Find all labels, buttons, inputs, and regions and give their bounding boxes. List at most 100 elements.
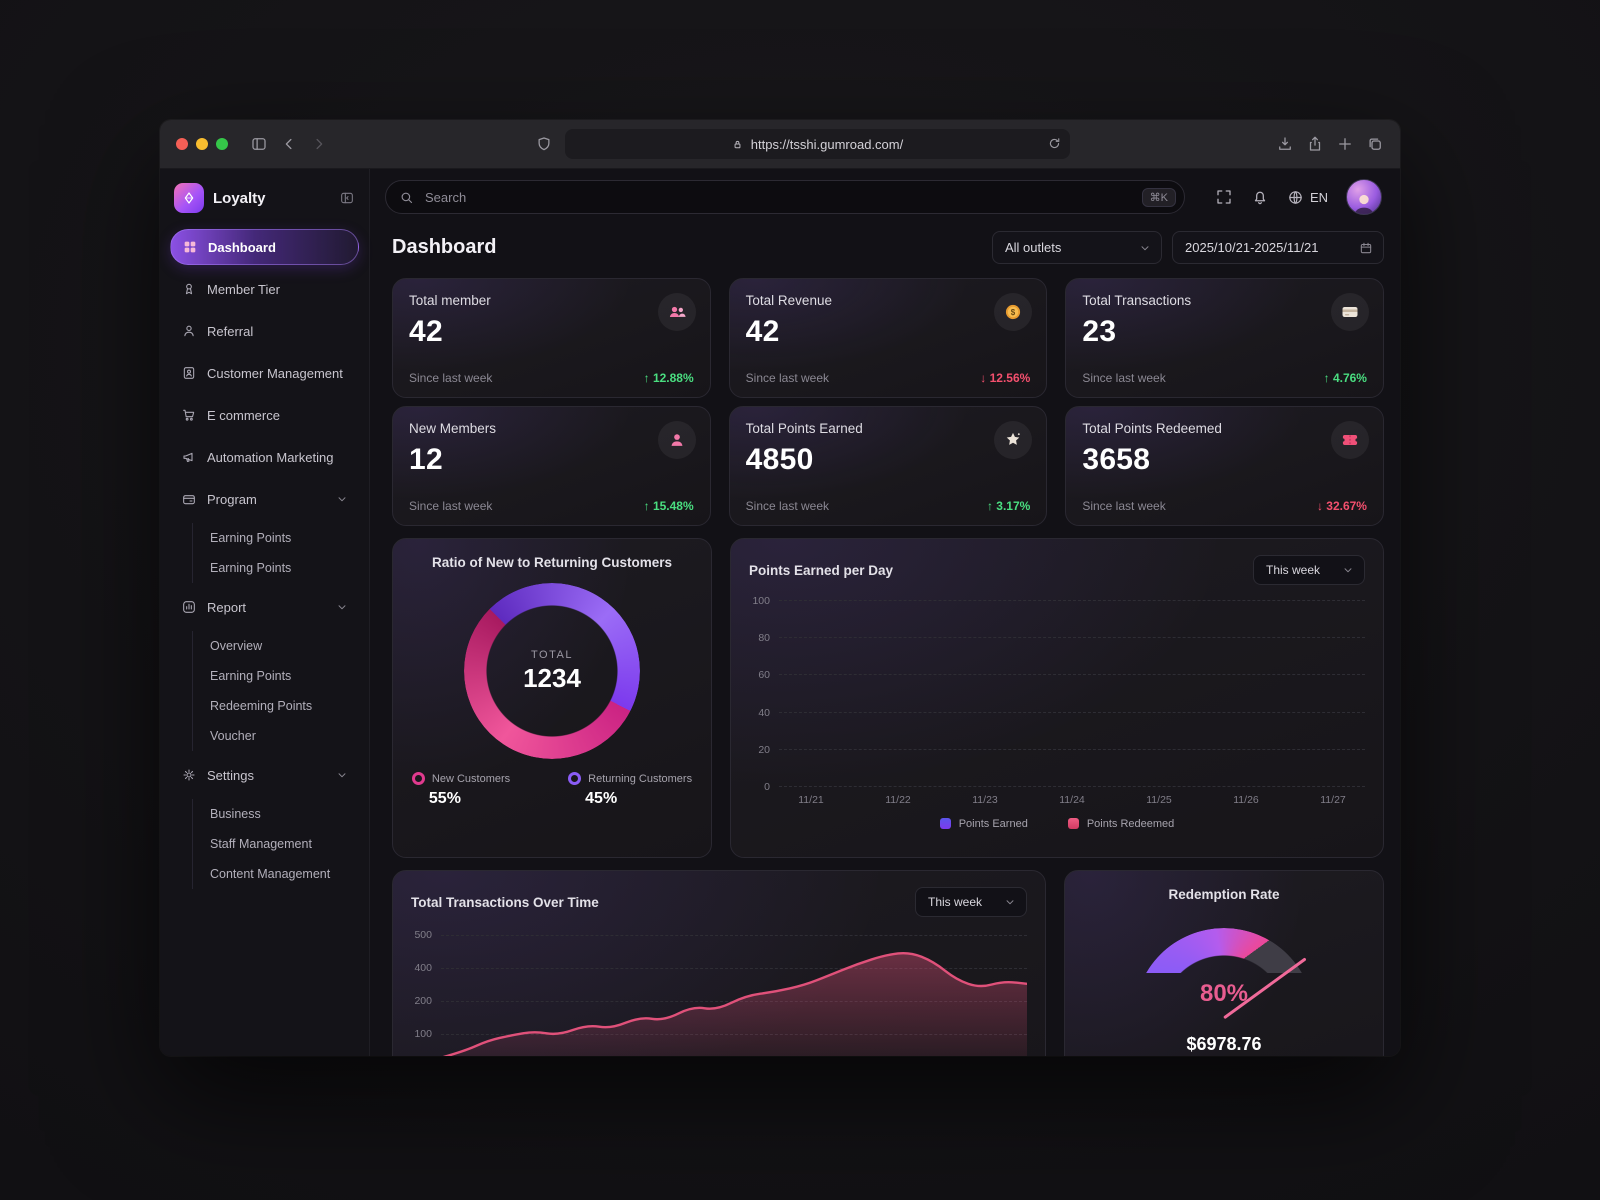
sidebar-item-dashboard[interactable]: Dashboard (170, 229, 359, 265)
sidebar-item-staff-management[interactable]: Staff Management (210, 837, 312, 851)
gauge-chart (1134, 928, 1314, 1020)
area-chart-title: Total Transactions Over Time (411, 894, 599, 910)
x-tick-label: 11/26 (1233, 794, 1259, 806)
share-icon (1309, 136, 1321, 151)
y-tick-label: 200 (414, 995, 432, 1007)
sidebar-collapse-button[interactable] (339, 190, 355, 206)
chevron-right-icon (316, 138, 323, 150)
sidebar-item-member-tier[interactable]: Member Tier (170, 271, 359, 307)
new-tab-button[interactable] (1336, 135, 1354, 153)
area-y-axis: 500 400 200 100 (411, 929, 441, 1056)
address-bar[interactable]: https://tsshi.gumroad.com/ (564, 129, 1070, 159)
stat-change: 12.88% (644, 371, 694, 385)
points-week-filter-select[interactable]: This week (1253, 555, 1365, 585)
nav-label: Member Tier (207, 281, 280, 297)
y-tick-label: 100 (752, 595, 770, 607)
stat-change: 3.17% (987, 499, 1030, 513)
gear-icon (183, 769, 195, 781)
person-icon (184, 325, 194, 337)
sidebar-item-automation-marketing[interactable]: Automation Marketing (170, 439, 359, 475)
area-line (441, 953, 1027, 1056)
sidebar-item-earning-points-2[interactable]: Earning Points (210, 561, 292, 575)
gridline (779, 637, 1365, 639)
notifications-button[interactable] (1251, 188, 1269, 206)
sidebar-item-earning-points-report[interactable]: Earning Points (210, 669, 292, 683)
y-tick-label: 60 (758, 669, 770, 682)
chevron-down-icon (1006, 900, 1014, 905)
stat-card-total-revenue: Total Revenue 42 $ Since last week 12.56… (728, 278, 1048, 398)
stat-card-total-transactions: Total Transactions 23 Since last week 4.… (1065, 278, 1384, 398)
new-customers-pct: 55% (428, 790, 461, 807)
browser-sidebar-toggle-button[interactable] (250, 135, 268, 153)
transactions-week-filter-select[interactable]: This week (915, 887, 1027, 917)
sidebar-item-customer-management[interactable]: Customer Management (170, 355, 359, 391)
transactions-over-time-card: Total Transactions Over Time This week 5… (392, 870, 1046, 1056)
downloads-button[interactable] (1276, 135, 1294, 153)
sidebar-item-earning-points-1[interactable]: Earning Points (210, 531, 292, 545)
id-badge-icon (183, 367, 195, 379)
sidebar-item-ecommerce[interactable]: E commerce (170, 397, 359, 433)
donut-ring (464, 583, 640, 759)
gridline (779, 674, 1365, 676)
sidebar-item-report[interactable]: Report (170, 589, 359, 625)
ratio-donut-card: Ratio of New to Returning Customers TOTA… (392, 538, 712, 858)
legend-redeemed-swatch (1067, 818, 1079, 829)
bar-y-axis: 0 20 40 60 80 100 (749, 595, 779, 793)
legend-new-customers: New Customers 55% (411, 772, 510, 808)
settings-subitems: Business Staff Management Content Manage… (192, 799, 359, 889)
zoom-window-button[interactable] (216, 138, 228, 150)
sidebar-item-voucher[interactable]: Voucher (210, 729, 256, 743)
x-tick-label: 11/21 (798, 794, 824, 806)
y-tick-label: 400 (414, 962, 432, 974)
privacy-shield-button[interactable] (535, 135, 553, 153)
sidebar-item-settings[interactable]: Settings (170, 757, 359, 793)
y-tick-label: 80 (758, 632, 770, 645)
user-avatar[interactable] (1346, 179, 1382, 215)
stat-change: 15.48% (644, 499, 694, 513)
outlet-filter-select[interactable]: All outlets (992, 231, 1162, 264)
nav-label: Program (207, 491, 257, 507)
sidebar-item-overview[interactable]: Overview (210, 639, 263, 653)
nav-label: Automation Marketing (207, 449, 334, 465)
bar-plot (779, 600, 1365, 787)
date-range-picker[interactable]: 2025/10/21-2025/11/21 (1172, 231, 1384, 264)
lock-icon (734, 140, 741, 148)
bar-legend: Points Earned Points Redeemed (749, 818, 1365, 830)
sidebar-item-program[interactable]: Program (170, 481, 359, 517)
chevron-down-icon (338, 773, 346, 778)
globe-icon (1289, 190, 1302, 204)
tab-overview-button[interactable] (1366, 135, 1384, 153)
language-selector[interactable]: EN (1287, 189, 1328, 206)
reload-icon (1049, 138, 1059, 149)
sidebar-item-redeeming-points[interactable]: Redeeming Points (210, 699, 313, 713)
legend-returning-dot (568, 772, 582, 785)
browser-window: https://tsshi.gumroad.com/ Loyalty (160, 120, 1400, 1056)
share-button[interactable] (1306, 135, 1324, 153)
donut-chart-title: Ratio of New to Returning Customers (431, 555, 672, 570)
shield-icon (537, 137, 550, 151)
dashboard-content: Dashboard All outlets 2025/10/21-2025/11… (370, 225, 1400, 1056)
members-icon (657, 293, 696, 331)
search-bar[interactable]: ⌘K (385, 180, 1185, 214)
language-label: EN (1309, 189, 1328, 205)
expand-icon (1217, 190, 1231, 204)
minimize-window-button[interactable] (196, 138, 208, 150)
returning-customers-pct: 45% (585, 790, 618, 807)
browser-back-button[interactable] (280, 135, 298, 153)
plus-icon (1339, 138, 1351, 150)
sidebar: Loyalty Dashboard Member Tier (160, 169, 370, 1056)
sidebar-item-business[interactable]: Business (210, 807, 261, 821)
stat-change: 4.76% (1324, 371, 1367, 385)
sidebar-item-referral[interactable]: Referral (170, 313, 359, 349)
search-input[interactable] (423, 188, 1133, 206)
close-window-button[interactable] (176, 138, 188, 150)
nav-label: Customer Management (207, 365, 343, 381)
wallet-icon (183, 495, 195, 505)
donut-total-value: 1234 (523, 662, 581, 693)
bar-chart-title: Points Earned per Day (749, 562, 894, 578)
sidebar-item-content-management[interactable]: Content Management (210, 867, 331, 881)
x-tick-label: 11/23 (972, 794, 998, 806)
fullscreen-button[interactable] (1215, 188, 1233, 206)
reload-button[interactable] (1047, 136, 1062, 151)
browser-forward-button[interactable] (310, 135, 328, 153)
